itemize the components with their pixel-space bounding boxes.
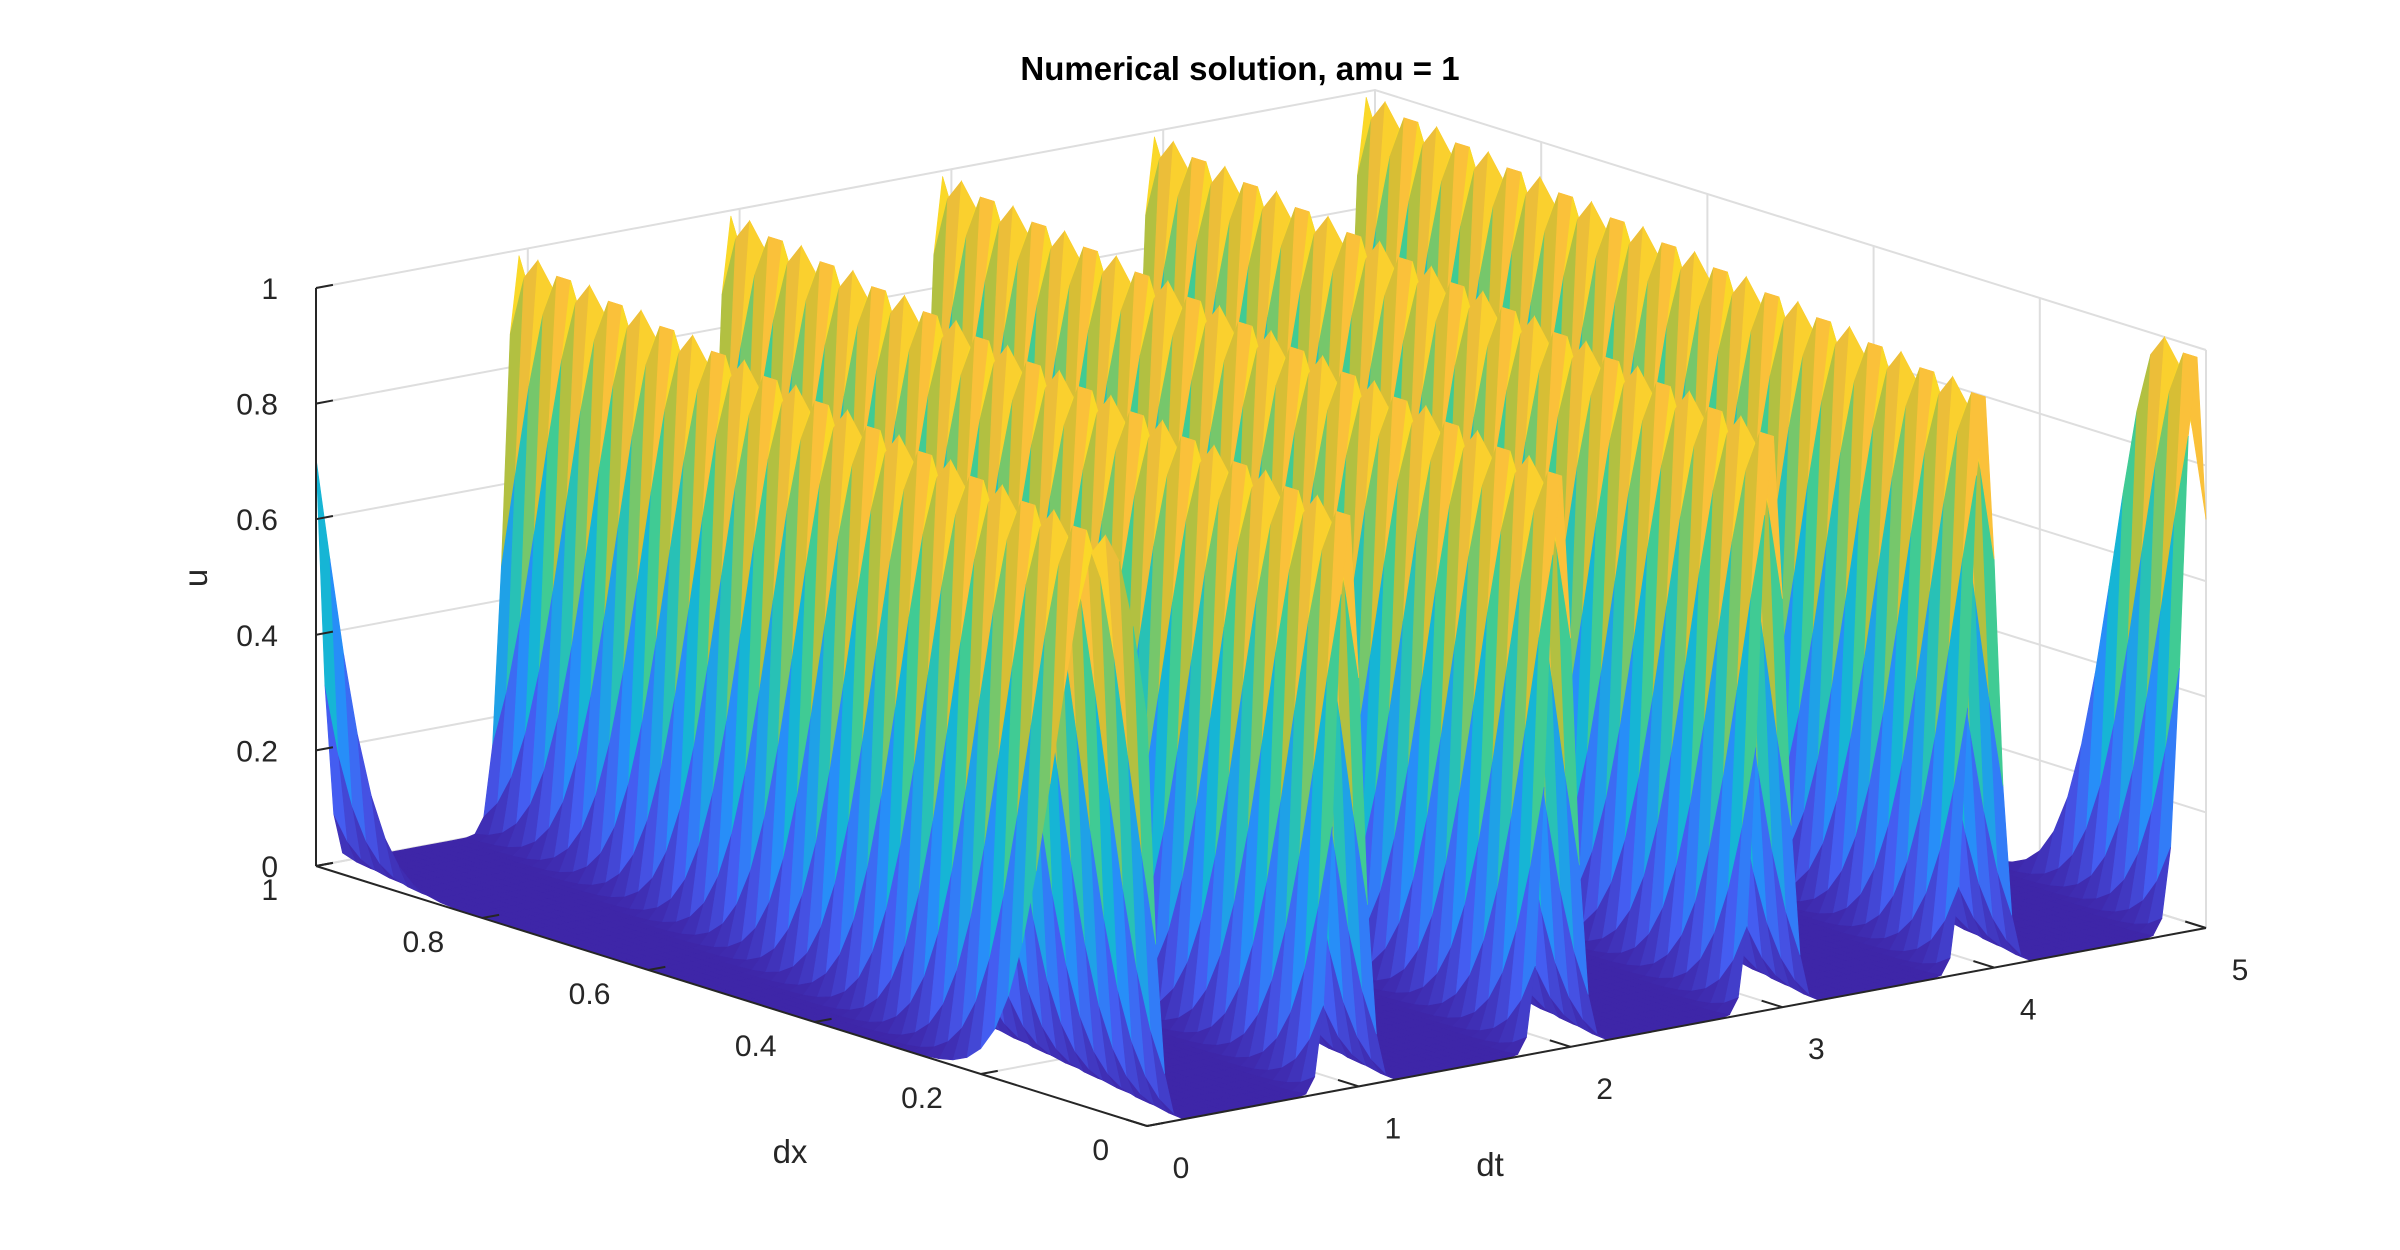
surface-mesh xyxy=(315,97,2207,1119)
